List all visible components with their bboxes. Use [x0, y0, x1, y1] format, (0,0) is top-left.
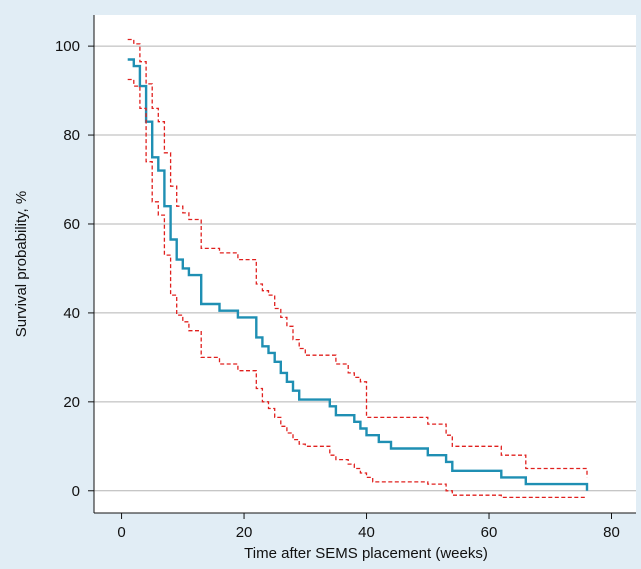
y-tick-label: 40 — [63, 305, 80, 322]
y-tick-label: 80 — [63, 127, 80, 144]
x-tick-label: 40 — [358, 524, 375, 541]
x-tick-label: 80 — [603, 524, 620, 541]
plot-area — [94, 15, 636, 513]
y-tick-label: 100 — [55, 38, 80, 55]
x-tick-label: 0 — [117, 524, 125, 541]
y-tick-label: 60 — [63, 216, 80, 233]
axis-ticks: 0 20 40 60 80 100 0 20 40 60 80 — [55, 38, 620, 541]
upper-confidence-line — [127, 38, 588, 478]
x-axis-title: Time after SEMS placement (weeks) — [244, 545, 488, 562]
y-tick-label: 20 — [63, 394, 80, 411]
y-axis-title: Survival probability, % — [13, 191, 30, 337]
series-lines — [127, 38, 589, 499]
x-tick-label: 20 — [236, 524, 253, 541]
grid-lines — [94, 45, 636, 492]
lower-confidence-line — [127, 78, 587, 499]
x-tick-label: 60 — [481, 524, 498, 541]
survival-estimate-line — [127, 58, 589, 491]
y-tick-label: 0 — [72, 483, 80, 500]
